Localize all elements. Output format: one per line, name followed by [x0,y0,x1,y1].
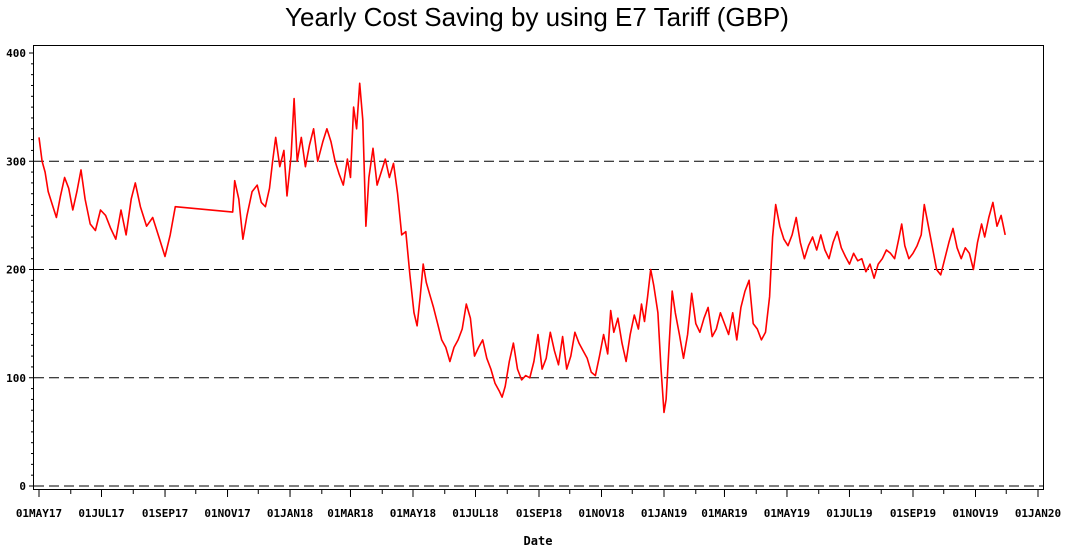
x-axis-title: Date [524,534,553,548]
y-tick-label: 200 [6,264,26,277]
x-tick-label: 01NOV17 [204,507,250,520]
x-tick-label: 01SEP18 [516,507,562,520]
x-tick-label: 01SEP19 [890,507,936,520]
series-line [38,82,1006,414]
chart-title: Yearly Cost Saving by using E7 Tariff (G… [285,2,789,32]
x-tick-label: 01JUL19 [826,507,872,520]
y-tick-label: 0 [19,480,26,493]
x-tick-label: 01NOV19 [952,507,998,520]
y-tick-label: 400 [6,47,26,60]
x-tick-label: 01MAR19 [701,507,747,520]
x-tick-label: 01JUL18 [452,507,498,520]
y-tick-label: 100 [6,372,26,385]
x-tick-label: 01SEP17 [142,507,188,520]
x-tick-label: 01JAN18 [267,507,313,520]
x-tick-label: 01JAN20 [1015,507,1061,520]
x-tick-label: 01MAY18 [390,507,436,520]
y-axis: 0 100 200 300 400 [6,47,34,493]
x-axis: 01MAY17 01JUL17 01SEP17 01NOV17 01JAN18 01MAR… [16,490,1061,520]
x-tick-label: 01JUL17 [78,507,124,520]
x-tick-label: 01JAN19 [641,507,687,520]
x-tick-label: 01MAY19 [764,507,810,520]
x-tick-label: 01MAR18 [327,507,373,520]
series-group [38,82,1006,414]
reference-lines [34,160,1043,487]
x-tick-label: 01MAY17 [16,507,62,520]
plot-frame [33,45,1044,490]
y-tick-label: 300 [6,155,26,168]
x-tick-label: 01NOV18 [578,507,624,520]
